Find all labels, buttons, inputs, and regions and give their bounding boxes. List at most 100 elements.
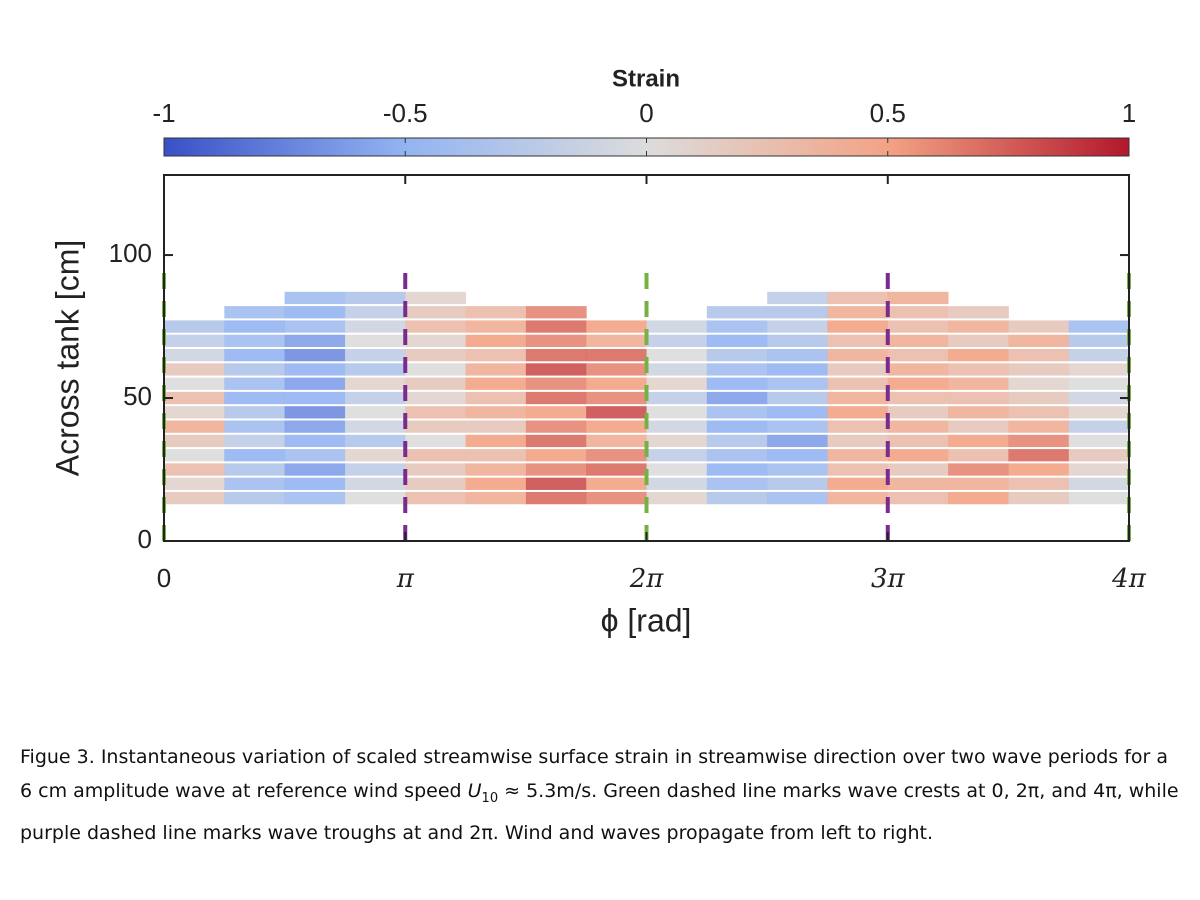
- colorbar-title: Strain: [612, 65, 680, 92]
- x-tick-label: π: [396, 564, 415, 594]
- heatmap-cell: [706, 391, 768, 405]
- heatmap-cell: [164, 491, 225, 505]
- heatmap-cell: [827, 463, 889, 476]
- heatmap-cell: [1008, 477, 1070, 490]
- heatmap-cell: [344, 377, 406, 390]
- heatmap-cell: [344, 391, 406, 405]
- heatmap-cell: [405, 406, 467, 419]
- heatmap-cell: [827, 434, 889, 448]
- colorbar-tick-label: 0: [639, 98, 653, 128]
- heatmap-cell: [767, 334, 828, 347]
- heatmap-cell: [827, 334, 889, 347]
- heatmap-cell: [525, 334, 587, 347]
- heatmap-cell: [1068, 434, 1130, 448]
- heatmap-cell: [224, 306, 286, 319]
- heatmap-cell: [887, 477, 949, 490]
- heatmap-cell: [344, 463, 406, 476]
- heatmap-cell: [948, 449, 1009, 462]
- heatmap-cell: [827, 491, 889, 505]
- x-tick-label: 4π: [1111, 564, 1147, 594]
- heatmap-cell: [586, 434, 647, 448]
- heatmap-cell: [948, 491, 1009, 505]
- caption-subscript: 10: [481, 790, 499, 806]
- heatmap-cell: [405, 363, 467, 376]
- heatmap-cell: [1068, 477, 1130, 490]
- heatmap-cell: [767, 391, 828, 405]
- heatmap-cell: [887, 449, 949, 462]
- heatmap-cell: [525, 463, 587, 476]
- heatmap-cell: [948, 391, 1009, 405]
- heatmap-cell: [948, 377, 1009, 390]
- heatmap-cell: [405, 334, 467, 347]
- heatmap-cell: [405, 377, 467, 390]
- heatmap-cell: [465, 391, 527, 405]
- heatmap-cell: [284, 406, 346, 419]
- heatmap-cell: [405, 320, 467, 333]
- heatmap-cell: [344, 434, 406, 448]
- heatmap-cell: [1008, 363, 1070, 376]
- heatmap-cell: [525, 449, 587, 462]
- heatmap-cell: [887, 420, 949, 433]
- heatmap-cell: [224, 348, 286, 362]
- heatmap-cell: [586, 491, 647, 505]
- heatmap-cell: [948, 406, 1009, 419]
- heatmap-cell: [465, 420, 527, 433]
- heatmap-cell: [767, 491, 828, 505]
- heatmap-cell: [767, 306, 828, 319]
- heatmap: [164, 291, 1130, 505]
- heatmap-cell: [164, 463, 225, 476]
- heatmap-cell: [465, 434, 527, 448]
- heatmap-cell: [284, 363, 346, 376]
- heatmap-cell: [1008, 434, 1070, 448]
- heatmap-cell: [1008, 377, 1070, 390]
- heatmap-cell: [1068, 363, 1130, 376]
- heatmap-cell: [405, 348, 467, 362]
- heatmap-cell: [827, 320, 889, 333]
- heatmap-cell: [827, 348, 889, 362]
- heatmap-cell: [164, 377, 225, 390]
- heatmap-cell: [465, 463, 527, 476]
- heatmap-cell: [465, 334, 527, 347]
- heatmap-cell: [465, 406, 527, 419]
- heatmap-cell: [586, 406, 647, 419]
- heatmap-cell: [887, 291, 949, 305]
- heatmap-cell: [887, 391, 949, 405]
- heatmap-cell: [465, 449, 527, 462]
- heatmap-cell: [224, 334, 286, 347]
- heatmap-cell: [525, 434, 587, 448]
- heatmap-cell: [1068, 406, 1130, 419]
- heatmap-cell: [706, 434, 768, 448]
- heatmap-cell: [948, 420, 1009, 433]
- heatmap-cell: [224, 391, 286, 405]
- heatmap-cell: [706, 320, 768, 333]
- heatmap-cell: [646, 434, 708, 448]
- heatmap-cell: [887, 491, 949, 505]
- heatmap-cell: [284, 320, 346, 333]
- heatmap-cell: [465, 320, 527, 333]
- heatmap-cell: [164, 406, 225, 419]
- heatmap-cell: [465, 306, 527, 319]
- heatmap-cell: [948, 363, 1009, 376]
- heatmap-cell: [1008, 320, 1070, 333]
- heatmap-cell: [1068, 391, 1130, 405]
- colorbar-tick-label: 0.5: [870, 98, 906, 128]
- heatmap-cell: [887, 334, 949, 347]
- heatmap-cell: [1008, 391, 1070, 405]
- heatmap-cell: [767, 406, 828, 419]
- heatmap-cell: [224, 434, 286, 448]
- heatmap-cell: [224, 420, 286, 433]
- heatmap-cell: [586, 477, 647, 490]
- x-axis-label: ϕ [rad]: [601, 602, 692, 638]
- heatmap-cell: [706, 334, 768, 347]
- heatmap-cell: [284, 477, 346, 490]
- heatmap-cell: [164, 334, 225, 347]
- caption-text: ≈ 5.3m/s. Green dashed line marks wave c…: [20, 780, 1179, 844]
- heatmap-cell: [224, 363, 286, 376]
- heatmap-cell: [948, 477, 1009, 490]
- heatmap-cell: [164, 320, 225, 333]
- heatmap-cell: [344, 491, 406, 505]
- heatmap-cell: [344, 306, 406, 319]
- heatmap-cell: [465, 363, 527, 376]
- heatmap-cell: [224, 491, 286, 505]
- y-tick-label: 100: [109, 238, 152, 268]
